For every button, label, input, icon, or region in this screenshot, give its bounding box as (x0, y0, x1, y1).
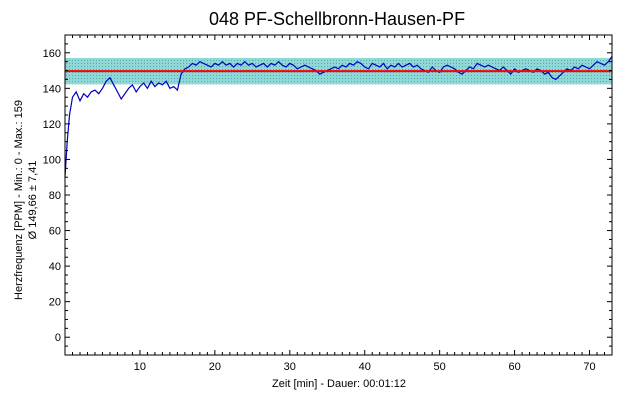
x-tick-label: 20 (209, 361, 221, 373)
x-axis-label: Zeit [min] - Dauer: 00:01:12 (272, 378, 406, 390)
y-tick-label: 140 (43, 83, 61, 95)
y-tick-label: 100 (43, 154, 61, 166)
y-tick-label: 80 (49, 190, 61, 202)
y-tick-label: 160 (43, 48, 61, 60)
y-tick-label: 0 (55, 332, 61, 344)
y-tick-label: 20 (49, 297, 61, 309)
x-tick-label: 50 (434, 361, 446, 373)
y-axis-mean-label: Ø 149,66 ± 7,41 (27, 161, 39, 240)
plot-area (64, 34, 613, 356)
x-tick-label: 70 (583, 361, 595, 373)
x-tick-label: 40 (359, 361, 371, 373)
y-axis-label: Herzfrequenz [PPM] - Min.: 0 - Max.: 159 (13, 100, 25, 300)
x-tick-label: 60 (508, 361, 520, 373)
x-tick-label: 10 (134, 361, 146, 373)
y-axis: 0 20 40 60 80 100 120 140 160 (43, 34, 612, 356)
x-axis: 10 20 30 40 50 60 70 (64, 35, 613, 373)
chart-title: 048 PF-Schellbronn-Hausen-PF (209, 9, 465, 29)
y-tick-label: 120 (43, 119, 61, 131)
y-tick-label: 60 (49, 226, 61, 238)
y-tick-label: 40 (49, 261, 61, 273)
x-tick-label: 30 (284, 361, 296, 373)
plot-background (65, 35, 612, 355)
